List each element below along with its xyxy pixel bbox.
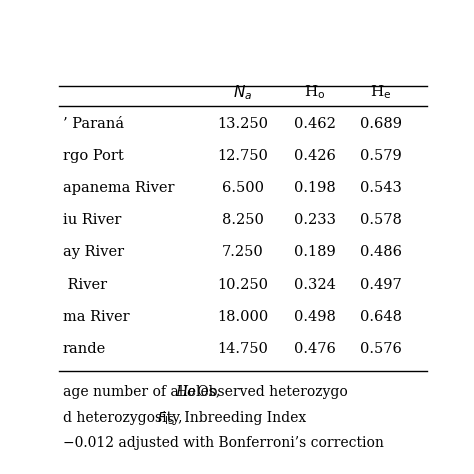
Text: ’ Paraná: ’ Paraná bbox=[63, 117, 124, 130]
Text: ma River: ma River bbox=[63, 310, 129, 324]
Text: 0.689: 0.689 bbox=[360, 117, 401, 130]
Text: −0.012 adjusted with Bonferroni’s correction: −0.012 adjusted with Bonferroni’s correc… bbox=[63, 437, 384, 450]
Text: 7.250: 7.250 bbox=[222, 246, 264, 259]
Text: 0.578: 0.578 bbox=[360, 213, 401, 227]
Text: d heterozygosity,: d heterozygosity, bbox=[63, 411, 187, 425]
Text: 0.498: 0.498 bbox=[293, 310, 336, 324]
Text: Inbreeding Index: Inbreeding Index bbox=[181, 411, 307, 425]
Text: River: River bbox=[63, 278, 107, 292]
Text: 12.750: 12.750 bbox=[218, 149, 268, 163]
Text: 0.648: 0.648 bbox=[360, 310, 401, 324]
Text: 0.497: 0.497 bbox=[360, 278, 401, 292]
Text: 0.576: 0.576 bbox=[360, 342, 401, 356]
Text: iu River: iu River bbox=[63, 213, 121, 227]
Text: 18.000: 18.000 bbox=[217, 310, 269, 324]
Text: 0.189: 0.189 bbox=[294, 246, 336, 259]
Text: 0.462: 0.462 bbox=[293, 117, 336, 130]
Text: 14.750: 14.750 bbox=[218, 342, 268, 356]
Text: rgo Port: rgo Port bbox=[63, 149, 124, 163]
Text: Ho: Ho bbox=[175, 385, 195, 400]
Text: Observed heterozygo: Observed heterozygo bbox=[193, 385, 348, 400]
Text: 13.250: 13.250 bbox=[218, 117, 268, 130]
Text: 0.198: 0.198 bbox=[294, 181, 336, 195]
Text: 0.579: 0.579 bbox=[360, 149, 401, 163]
Text: rande: rande bbox=[63, 342, 106, 356]
Text: 8.250: 8.250 bbox=[222, 213, 264, 227]
Text: 10.250: 10.250 bbox=[218, 278, 268, 292]
Text: H$_\mathrm{e}$: H$_\mathrm{e}$ bbox=[370, 83, 392, 101]
Text: 6.500: 6.500 bbox=[222, 181, 264, 195]
Text: $F_\mathrm{IS}$: $F_\mathrm{IS}$ bbox=[156, 411, 175, 427]
Text: 0.543: 0.543 bbox=[360, 181, 401, 195]
Text: age number of alleles,: age number of alleles, bbox=[63, 385, 225, 400]
Text: ay River: ay River bbox=[63, 246, 124, 259]
Text: H$_\mathrm{o}$: H$_\mathrm{o}$ bbox=[304, 83, 325, 101]
Text: 0.324: 0.324 bbox=[293, 278, 336, 292]
Text: 0.233: 0.233 bbox=[293, 213, 336, 227]
Text: $N_a$: $N_a$ bbox=[233, 83, 253, 101]
Text: 0.486: 0.486 bbox=[360, 246, 401, 259]
Text: apanema River: apanema River bbox=[63, 181, 174, 195]
Text: 0.426: 0.426 bbox=[293, 149, 336, 163]
Text: 0.476: 0.476 bbox=[293, 342, 336, 356]
